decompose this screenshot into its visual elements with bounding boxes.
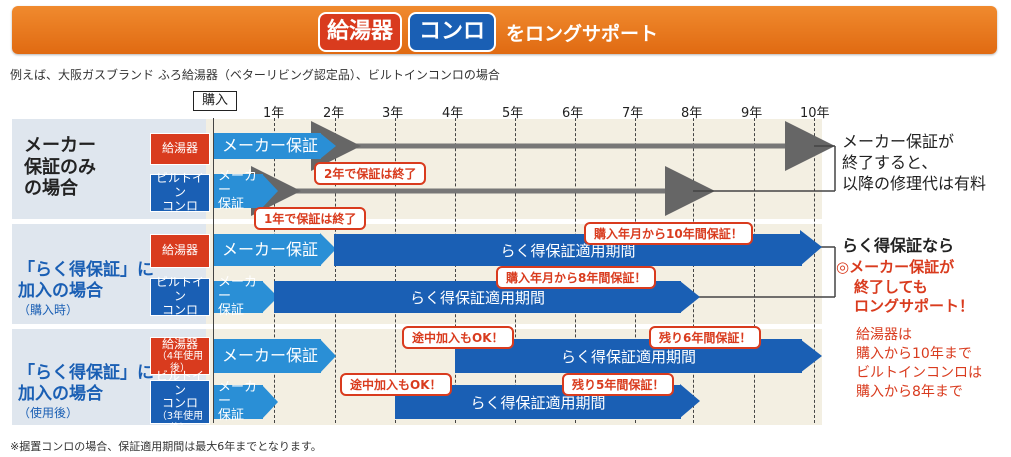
purchase-heater-raku-bar: らく得保証適用期間 [334,234,802,266]
year-line-8 [693,118,694,423]
year-label: 6年 [562,106,584,121]
maker-section-title: メーカー 保証のみ の場合 [24,135,96,200]
maker-stove-tag: ビルトイン コンロ [150,172,210,213]
raku-right-title: らく得保証なら [842,236,955,255]
year-label: 8年 [681,106,703,121]
used-heater-tag: 給湯器 （4年使用後） [150,337,210,375]
purchase-section-title: 「らく得保証」に 加入の場合 （購入時） [18,240,154,338]
year-line-3 [395,118,396,423]
stove-chip: コンロ [408,12,496,52]
purchase-stove-maker-bar: メーカー 保証 [214,275,263,318]
raku-right-red: ◎メーカー保証が 終了しても ロングサポート！ [836,258,975,315]
used-title-text: 「らく得保証」に 加入の場合 [18,363,154,404]
year-label: 1年 [263,106,285,121]
footnote: ※据置コンロの場合、保証適用期間は最大6年までとなります。 [10,440,322,453]
year-label: 2年 [323,106,345,121]
year-line-4 [455,118,456,423]
purchase-heater-maker-bar: メーカー保証 [214,234,321,266]
heater-chip: 給湯器 [318,12,402,52]
year-label: 7年 [622,106,644,121]
year-label: 3年 [382,106,404,121]
purchase-heater-callout: 購入年月から10年間保証！ [584,222,753,245]
raku-right-detail: 給湯器は 購入から10年まで ビルトインコンロは 購入から8年まで [856,327,982,400]
maker-heater-callout: 2年で保証は終了 [314,162,427,185]
year-label: 9年 [741,106,763,121]
used-sub: （使用後） [18,406,79,421]
year-line-2 [335,118,336,423]
used-heater-maker-bar: メーカー保証 [214,339,321,373]
used-heater-callout-right: 残り6年間保証！ [649,326,762,349]
maker-stove-bar: メーカー 保証 [214,169,263,212]
used-stove-tag: ビルトイン コンロ （3年使用後） [150,369,210,434]
purchase-label: 購入 [193,91,237,111]
purchase-title-text: 「らく得保証」に 加入の場合 [18,260,154,301]
purchase-stove-callout: 購入年月から8年間保証！ [496,266,657,289]
used-stove-maker-bar: メーカー 保証 [214,380,263,423]
used-heater-callout-left: 途中加入もOK！ [402,326,514,349]
year-label: 5年 [502,106,524,121]
purchase-line [213,118,214,423]
year-label: 4年 [442,106,464,121]
banner-title: をロングサポート [506,23,659,45]
maker-right-note: メーカー保証が 終了すると、 以降の修理代は有料 [842,132,987,193]
maker-heater-tag: 給湯器 [150,133,210,165]
used-section-title: 「らく得保証」に 加入の場合 （使用後） [18,343,154,441]
purchase-heater-tag: 給湯器 [150,234,210,268]
purchase-sub: （購入時） [18,303,79,318]
maker-stove-callout: 1年で保証は終了 [254,207,367,230]
purchase-stove-tag: ビルトイン コンロ [150,276,210,317]
year-line-10 [814,118,815,423]
maker-heater-bar: メーカー保証 [214,133,321,159]
used-stove-callout-left: 途中加入もOK！ [340,373,452,396]
year-line-1 [274,118,275,423]
subtitle: 例えば、大阪ガスブランド ふろ給湯器（ベターリビング認定品）、ビルトインコンロの… [10,68,500,82]
year-label: 10年 [800,106,830,121]
header-banner: 給湯器 コンロ をロングサポート [12,6,997,54]
year-line-9 [754,118,755,423]
used-stove-callout-right: 残り5年間保証！ [562,373,675,396]
